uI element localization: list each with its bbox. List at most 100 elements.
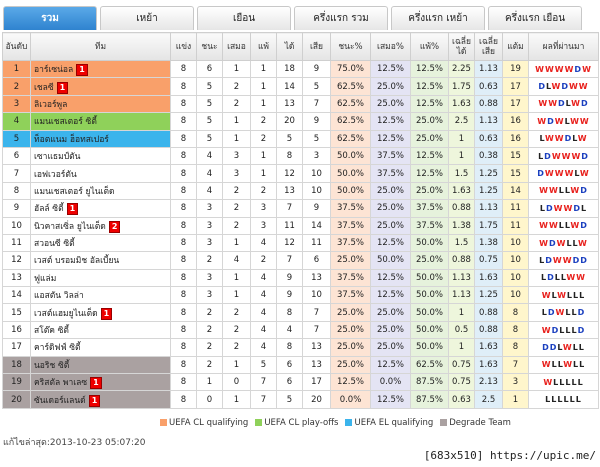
table-row: 13 ฟูแล่ม 8 3 1 4 9 13 37.5% 12.5% 50.0% 1.13 1.63 10… [2,268,599,288]
stat-cell: 25.0% [410,129,449,148]
stat-cell: 50.0% [410,338,449,357]
tab[interactable]: เหย้า [100,6,194,30]
stat-cell: 3 [196,216,223,235]
stat-cell: 1.13 [474,59,503,79]
table-row: 6 เซาแธมป์ตัน 8 4 3 1 8 3 50.0% 37.5% 12.5% 1 0.38 15… [2,146,599,166]
stat-cell: 1.63 [474,268,503,288]
legend-label: UEFA CL qualifying [169,418,249,428]
stat-cell: 25.0% [410,181,449,201]
stat-cell: 8 [170,164,197,183]
tab[interactable]: ครึ่งแรก รวม [294,6,388,30]
stat-cell: 62.5% [330,112,371,131]
stat-cell: 5 [196,94,223,114]
tab[interactable]: ครึ่งแรก เหย้า [391,6,485,30]
rank-cell: 11 [2,233,31,253]
stat-cell: 1.63 [448,181,475,201]
stat-cell: 1 [448,303,475,322]
stat-cell: 7 [502,355,529,375]
column-header: ทีม [30,32,171,61]
stat-cell: 1.63 [474,355,503,375]
stat-cell: 16 [502,129,529,148]
stat-cell: 87.5% [410,373,449,392]
table-row: 1 อาร์เซน่อล 1 8 6 1 1 18 9 75.0% 12.5% 12.5% 2.25 1.… [2,59,599,79]
stat-cell: 12.5% [410,164,449,183]
column-header: แต้ม [502,32,529,61]
stat-cell: 1 [250,77,277,96]
team-name: ท็อตแนม ฮ็อทสเปอร์ [34,134,109,145]
table-body: 1 อาร์เซน่อล 1 8 6 1 1 18 9 75.0% 12.5% 12.5% 2.25 1.… [2,59,599,409]
stat-cell: 9 [276,268,303,288]
rank-cell: 8 [2,181,31,201]
stat-cell: 10 [302,286,331,305]
team-cell: คาร์ดิฟฟ์ ซิตี้ [30,338,171,357]
stat-cell: 1.13 [474,112,503,131]
tab[interactable]: รวม [3,6,97,30]
stat-cell: 3 [196,233,223,253]
stat-cell: 8 [170,129,197,148]
stat-cell: 12.5% [370,268,411,288]
legend: UEFA CL qualifying UEFA CL play-offs UEFA … [160,418,511,428]
team-name: ฟูแล่ม [34,273,57,284]
tab[interactable]: ครึ่งแรก เยือน [488,6,582,30]
stat-cell: 0.88 [474,94,503,114]
stat-cell: 0.5 [448,320,475,340]
stat-cell: 2 [196,251,223,270]
stat-cell: 20 [302,390,331,409]
table-row: 18 นอริช ซิตี้ 8 2 1 5 6 13 25.0% 12.5% 62.5% 0.75 1… [2,355,599,375]
team-cell: แอสตัน วิลล่า [30,286,171,305]
team-cell: แมนเชสเตอร์ ซิตี้ [30,112,171,131]
stat-cell: 9 [302,59,331,79]
stat-cell: 25.0% [330,338,371,357]
stat-cell: 0.0% [330,390,371,409]
stat-cell: 12.5% [370,59,411,79]
team-name: เอฟเวอร์ตัน [34,169,77,180]
stat-cell: 8 [276,146,303,166]
stat-cell: 25.0% [370,303,411,322]
stat-cell: 0.0% [370,373,411,392]
stat-cell: 5 [250,355,277,375]
form-cell: LWWDLW [528,129,599,148]
stat-cell: 50.0% [370,251,411,270]
stat-cell: 11 [502,199,529,218]
stat-cell: 7 [250,390,277,409]
stat-cell: 1.75 [448,77,475,96]
stat-cell: 1.13 [474,199,503,218]
stat-cell: 12.5% [370,233,411,253]
stat-cell: 8 [276,338,303,357]
red-card: 1 [56,81,69,94]
table-row: 11 สวอนซี ซิตี้ 8 3 1 4 12 11 37.5% 12.5% 50.0% 1.5… [2,233,599,253]
stat-cell: 17 [502,77,529,96]
team-cell: ท็อตแนม ฮ็อทสเปอร์ [30,129,171,148]
column-header: แพ้% [410,32,449,61]
rank-cell: 10 [2,216,31,235]
stat-cell: 25.0% [330,251,371,270]
stat-cell: 0 [196,390,223,409]
stat-cell: 0.88 [474,303,503,322]
stat-cell: 62.5% [410,355,449,375]
red-card: 1 [66,203,79,216]
stat-cell: 2 [222,303,251,322]
team-cell: ซันเดอร์แลนด์ 1 [30,390,171,409]
stat-cell: 2 [222,320,251,340]
legend-item: Degrade Team [440,418,511,428]
stat-cell: 25.0% [370,199,411,218]
stat-cell: 0.63 [474,129,503,148]
stat-cell: 6 [276,373,303,392]
stat-cell: 8 [170,268,197,288]
team-name: ลิเวอร์พูล [34,99,68,110]
stat-cell: 0.38 [474,146,503,166]
tab[interactable]: เยือน [197,6,291,30]
stat-cell: 1.25 [474,164,503,183]
team-name: ฮัลล์ ซิตี้ [34,204,64,215]
team-name: เซาแธมป์ตัน [34,152,81,163]
rank-cell: 9 [2,199,31,218]
stat-cell: 4 [222,251,251,270]
stat-cell: 25.0% [370,320,411,340]
stat-cell: 8 [170,94,197,114]
stat-cell: 11 [502,216,529,235]
legend-item: UEFA CL play-offs [255,418,338,428]
table-row: 20 ซันเดอร์แลนด์ 1 8 0 1 7 5 20 0.0% 12.5% 87.5% 0.6… [2,390,599,409]
stat-cell: 5 [276,390,303,409]
stat-cell: 3 [502,373,529,392]
stat-cell: 50.0% [410,233,449,253]
